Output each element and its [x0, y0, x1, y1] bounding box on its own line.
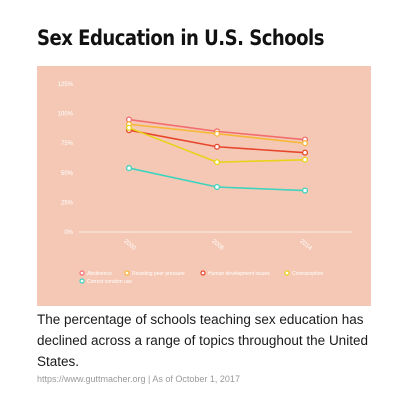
y-tick-label: 100%	[58, 112, 74, 118]
y-tick-label: 75%	[61, 141, 74, 147]
data-point	[213, 130, 221, 137]
chart-caption: The percentage of schools teaching sex e…	[37, 312, 368, 369]
y-tick-label: 50%	[61, 171, 74, 177]
legend-marker	[79, 278, 85, 284]
legend-marker	[124, 270, 130, 276]
legend-label: Abstinence	[87, 271, 112, 277]
data-point	[125, 116, 133, 123]
y-tick-label: 0%	[64, 230, 73, 236]
data-point	[213, 159, 221, 166]
legend-label: Human development issues	[208, 271, 270, 277]
chart-title: Sex Education in U.S. Schools	[37, 26, 324, 50]
legend-marker	[284, 270, 290, 276]
legend-label: Resisting peer pressure	[132, 271, 185, 277]
legend-marker	[200, 270, 206, 276]
data-point	[301, 140, 309, 147]
y-tick-label: 125%	[58, 82, 74, 88]
data-point	[301, 156, 309, 163]
data-point	[301, 149, 309, 156]
x-tick-label: 2006	[211, 239, 226, 253]
legend-label: Correct condom use	[87, 279, 132, 285]
y-tick-label: 25%	[61, 200, 74, 206]
line-chart: 0% 25% 50% 75% 100% 125% 2000 2006 2014 Abstinenc…	[58, 82, 352, 285]
x-tick-label: 2014	[299, 239, 314, 253]
data-point	[125, 165, 133, 172]
source-note: https://www.guttmacher.org | As of Octob…	[37, 374, 240, 384]
data-point	[213, 183, 221, 191]
legend-label: Contraception	[292, 271, 323, 277]
chart-panel: 0% 25% 50% 75% 100% 125% 2000 2006 2014 Abstinenc…	[37, 66, 371, 306]
data-point	[125, 124, 133, 131]
data-point	[213, 143, 221, 150]
data-point	[301, 187, 309, 194]
x-tick-label: 2000	[123, 239, 138, 253]
legend-marker	[79, 270, 85, 276]
